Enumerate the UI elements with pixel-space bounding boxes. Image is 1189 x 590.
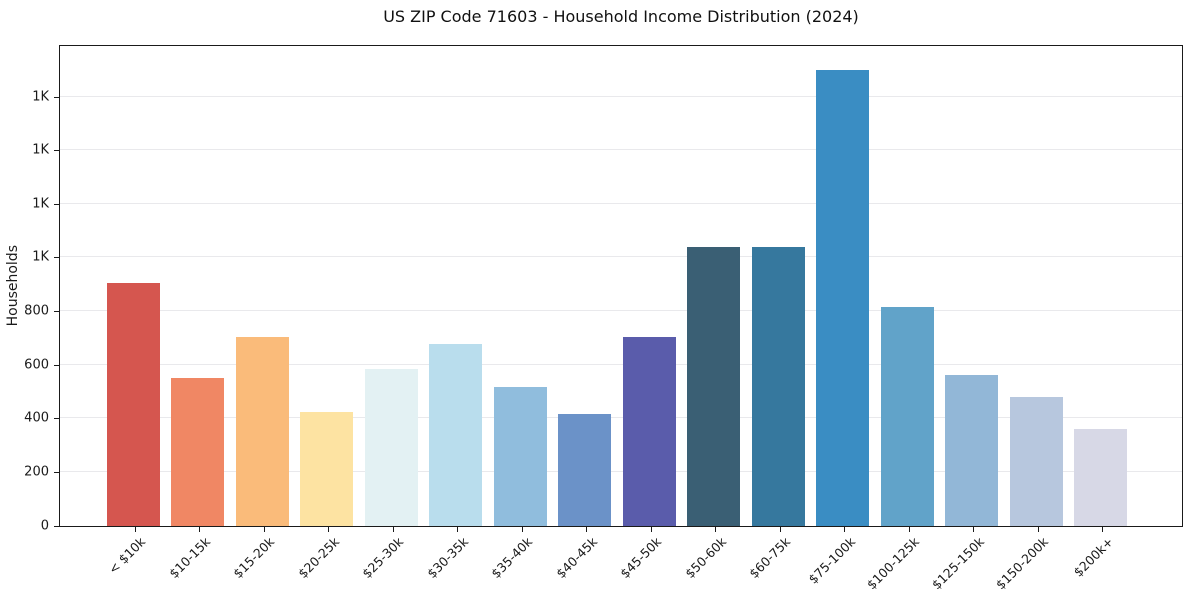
x-tick-label: $75-100k <box>805 534 858 587</box>
gridline <box>60 202 1182 204</box>
x-tick-mark <box>973 527 975 532</box>
x-tick-mark <box>844 527 846 532</box>
gridline <box>60 149 1182 151</box>
x-tick-mark <box>1102 527 1104 532</box>
bar-$150-200k <box>1009 397 1063 526</box>
x-tick-mark <box>521 527 523 532</box>
x-tick-mark <box>392 527 394 532</box>
y-tick-mark <box>54 418 59 420</box>
gridline <box>60 363 1182 365</box>
x-tick-label: $10-15k <box>165 534 213 582</box>
x-tick-mark <box>650 527 652 532</box>
x-tick-label: $50-60k <box>681 534 729 582</box>
x-tick-label: < $10k <box>105 534 149 577</box>
y-tick-label: 1K <box>32 142 49 158</box>
x-tick-label: $200k+ <box>1070 534 1117 580</box>
y-axis-label-box: Households <box>2 45 24 527</box>
gridline <box>60 95 1182 97</box>
bar-$125-150k <box>945 375 999 526</box>
y-tick-mark <box>54 257 59 259</box>
x-tick-label: $150-200k <box>993 534 1052 590</box>
y-tick-mark <box>54 96 59 98</box>
y-tick-label: 1K <box>32 89 49 105</box>
y-tick-mark <box>54 203 59 205</box>
x-tick-label: $30-35k <box>423 534 471 582</box>
chart-title: US ZIP Code 71603 - Household Income Dis… <box>383 7 859 26</box>
y-tick-label: 400 <box>24 410 49 426</box>
bar-< $10k <box>106 282 160 526</box>
gridline <box>60 470 1182 472</box>
x-tick-mark <box>779 527 781 532</box>
bar-$60-75k <box>751 246 805 526</box>
plot-area <box>59 45 1183 527</box>
x-tick-mark <box>199 527 201 532</box>
x-tick-label: $15-20k <box>230 534 278 582</box>
x-tick-mark <box>1037 527 1039 532</box>
y-tick-mark <box>54 311 59 313</box>
bar-$10-15k <box>171 378 225 526</box>
x-tick-mark <box>134 527 136 532</box>
x-tick-label: $40-45k <box>552 534 600 582</box>
x-tick-label: $100-125k <box>864 534 923 590</box>
y-tick-label: 200 <box>24 464 49 480</box>
x-tick-mark <box>457 527 459 532</box>
x-tick-mark <box>908 527 910 532</box>
gridline <box>60 417 1182 419</box>
x-tick-label: $125-150k <box>928 534 987 590</box>
bar-$40-45k <box>558 414 612 526</box>
bar-$15-20k <box>235 336 289 526</box>
y-tick-label: 800 <box>24 303 49 319</box>
x-tick-label: $45-50k <box>617 534 665 582</box>
x-tick-label: $35-40k <box>488 534 536 582</box>
gridline <box>60 256 1182 258</box>
x-tick-label: $20-25k <box>294 534 342 582</box>
bar-$20-25k <box>300 412 354 526</box>
x-tick-mark <box>586 527 588 532</box>
bar-$100-125k <box>880 307 934 526</box>
y-tick-mark <box>54 471 59 473</box>
bar-$30-35k <box>429 343 483 526</box>
bar-$25-30k <box>364 368 418 526</box>
y-tick-mark <box>54 364 59 366</box>
x-tick-label: $60-75k <box>746 534 794 582</box>
x-tick-mark <box>328 527 330 532</box>
bar-$75-100k <box>816 69 870 526</box>
bar-$35-40k <box>493 387 547 526</box>
gridline <box>60 310 1182 312</box>
bar-$45-50k <box>622 336 676 526</box>
y-tick-label: 1K <box>32 196 49 212</box>
x-tick-label: $25-30k <box>359 534 407 582</box>
x-tick-mark <box>263 527 265 532</box>
x-tick-mark <box>715 527 717 532</box>
y-tick-label: 600 <box>24 357 49 373</box>
y-tick-label: 0 <box>40 518 49 533</box>
bar-$200k+ <box>1074 429 1128 526</box>
y-tick-mark <box>54 150 59 152</box>
y-tick-label: 1K <box>32 249 49 265</box>
bar-$50-60k <box>687 246 741 526</box>
y-tick-mark <box>54 525 59 527</box>
